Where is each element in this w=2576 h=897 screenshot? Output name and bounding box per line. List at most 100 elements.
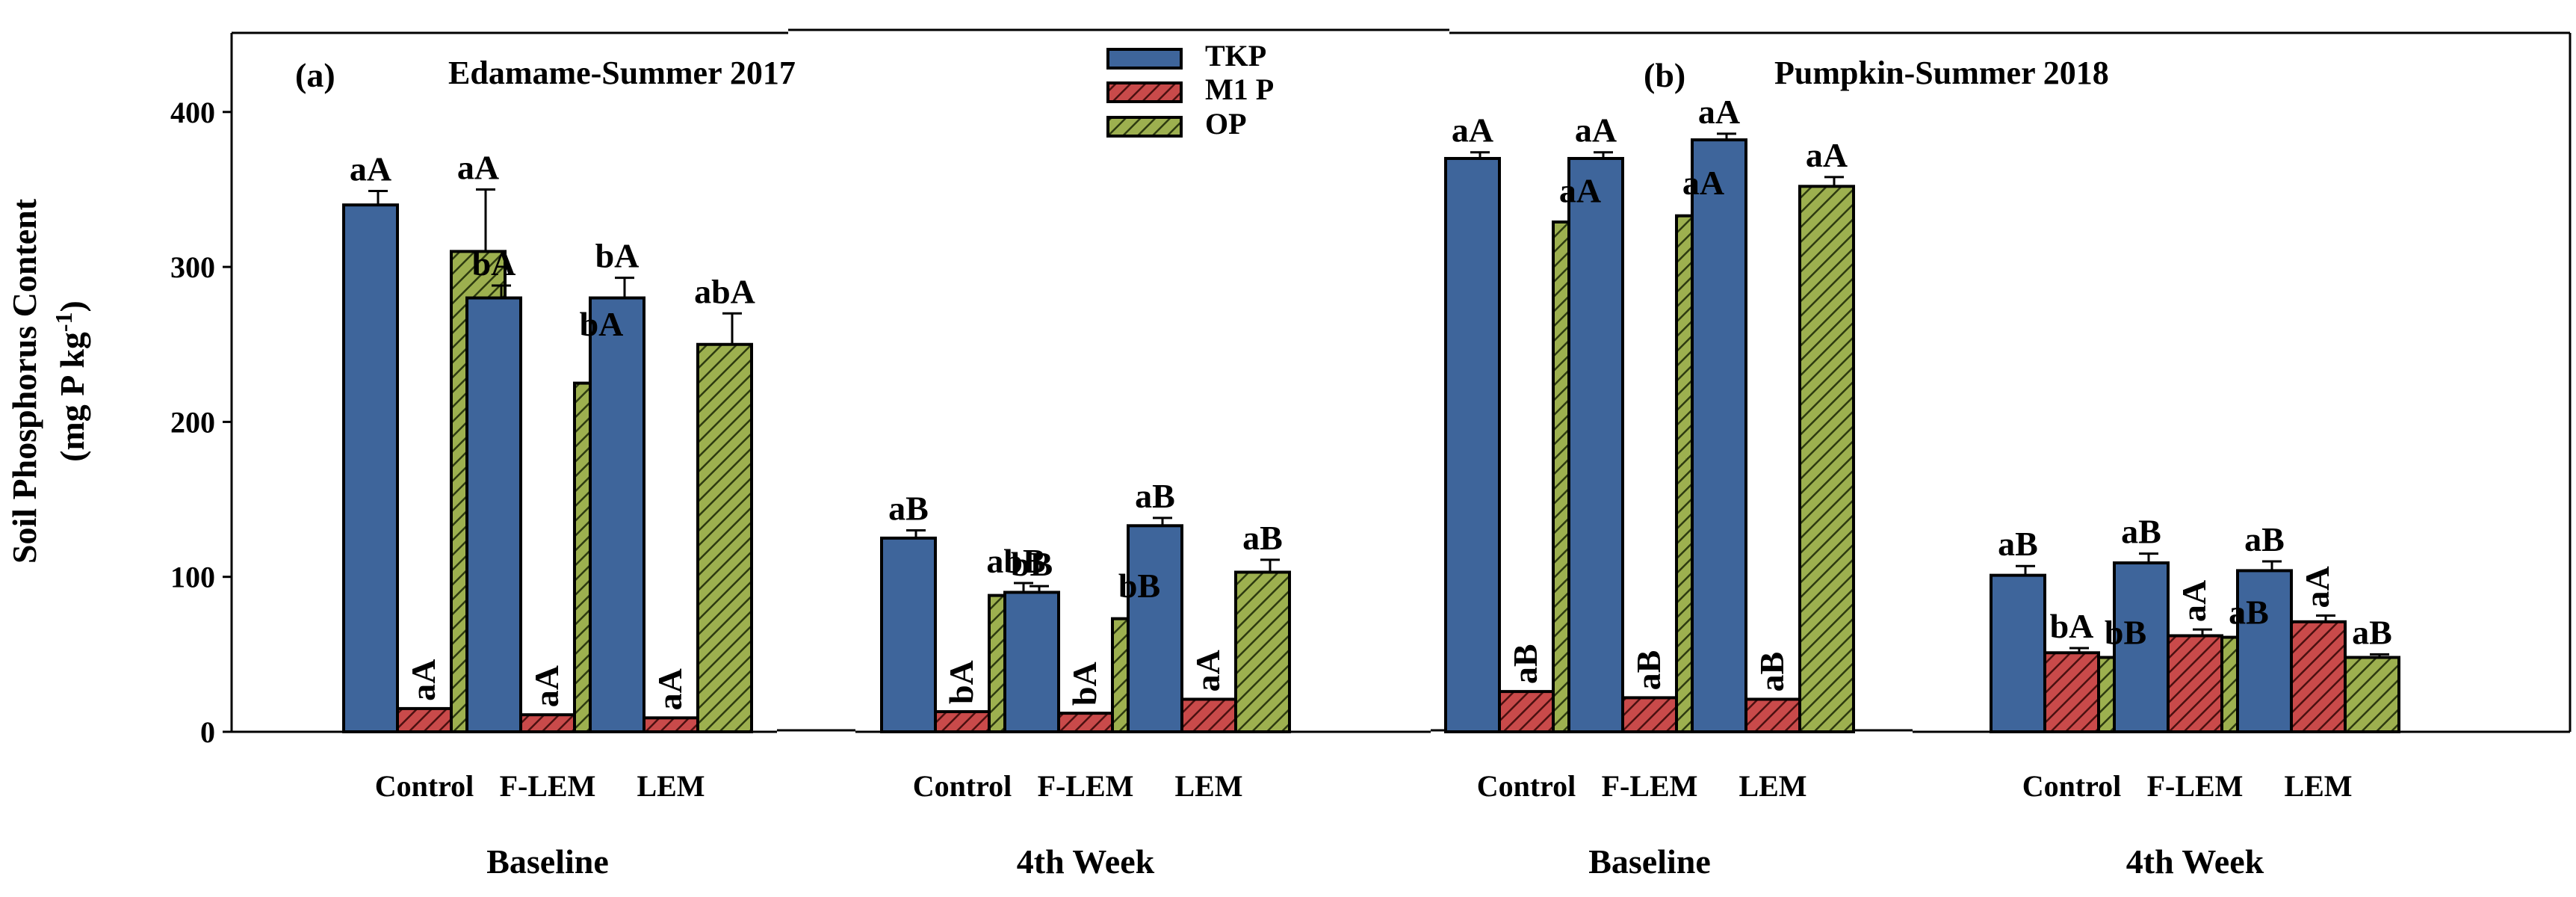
bars-layer: [342, 132, 2400, 734]
significance-label: aA: [1559, 172, 1601, 210]
bar-op: [2344, 656, 2400, 733]
bar-op: [696, 342, 753, 733]
significance-label: aA: [527, 665, 566, 707]
x-category-label: Control: [1477, 769, 1576, 803]
x-group-label: Baseline: [486, 842, 609, 881]
significance-label: bA: [2050, 607, 2094, 645]
legend-swatch: [1106, 81, 1183, 103]
bar-tkp: [1444, 156, 1501, 734]
significance-label: aA: [1189, 650, 1227, 691]
x-category-label: F-LEM: [1602, 769, 1698, 803]
significance-label: aA: [457, 148, 499, 186]
significance-label: abA: [694, 272, 755, 310]
significance-label: bB: [1011, 545, 1053, 583]
bar-m1p: [519, 713, 576, 734]
bar-tkp: [1990, 573, 2046, 734]
panel-title: Pumpkin-Summer 2018: [1774, 55, 2109, 91]
bar-tkp: [1691, 138, 1747, 733]
significance-label: aB: [1753, 652, 1791, 692]
bar-m1p: [1057, 712, 1114, 734]
x-group-label: 4th Week: [1017, 842, 1155, 881]
significance-label: bA: [472, 244, 516, 283]
significance-label: bB: [1118, 567, 1160, 605]
x-category-label: F-LEM: [500, 769, 596, 803]
significance-label: aA: [2298, 566, 2336, 608]
significance-label: aB: [1629, 650, 1668, 691]
bar-tkp: [880, 536, 937, 733]
x-category-label: Control: [913, 769, 1012, 803]
legend-swatch: [1106, 48, 1183, 70]
bar-m1p: [1744, 697, 1801, 733]
bar-op: [1234, 570, 1291, 734]
y-tick-label: 400: [170, 96, 215, 129]
significance-label: aA: [651, 668, 689, 710]
bar-tkp: [1127, 524, 1183, 734]
bar-m1p: [2290, 620, 2347, 734]
significance-label: aA: [1575, 111, 1617, 150]
x-category-label: LEM: [2284, 769, 2352, 803]
bar-tkp: [1567, 156, 1624, 734]
significance-label: bA: [580, 305, 624, 343]
bar-m1p: [1498, 690, 1555, 733]
legend-swatch: [1106, 116, 1183, 138]
bar-m1p: [2043, 651, 2100, 733]
x-category-label: LEM: [1739, 769, 1806, 803]
y-tick-label: 100: [170, 561, 215, 594]
significance-label: aA: [1682, 164, 1724, 202]
significance-label: bB: [2105, 613, 2146, 651]
bar-m1p: [2167, 634, 2223, 733]
y-axis-label-line1: Soil Phosphorus Content: [5, 198, 43, 564]
bar-op: [1798, 185, 1855, 733]
x-category-label: Control: [375, 769, 474, 803]
significance-label: aA: [1806, 136, 1848, 174]
x-category-label: LEM: [637, 769, 705, 803]
ylabel-close: ): [53, 300, 91, 312]
bar-m1p: [396, 706, 453, 734]
panel-tag: (a): [295, 56, 335, 94]
bar-tkp: [1003, 591, 1060, 733]
panel-tag: (b): [1644, 56, 1685, 94]
significance-label: aA: [404, 659, 442, 701]
significance-label: aA: [2175, 580, 2213, 622]
significance-label: aB: [1506, 644, 1544, 684]
bar-m1p: [1180, 697, 1237, 733]
significance-label: abB: [986, 542, 1045, 580]
significance-label: aB: [1998, 525, 2038, 563]
y-axis-label-line2: (mg P kg-1): [50, 300, 91, 462]
significance-label: bA: [1065, 662, 1103, 706]
significance-label: bA: [595, 237, 640, 275]
ylabel-superscript: -1: [50, 312, 77, 332]
bar-tkp: [2236, 569, 2293, 734]
significance-label: aB: [888, 490, 929, 528]
y-tick-label: 300: [170, 250, 215, 284]
significance-label: aB: [2121, 513, 2161, 551]
y-tick-label: 0: [200, 715, 215, 749]
significance-label: aB: [2352, 613, 2392, 651]
legend-label: OP: [1205, 107, 1247, 141]
legend-label: TKP: [1205, 39, 1266, 73]
bar-tkp: [589, 296, 645, 733]
x-category-label: F-LEM: [2147, 769, 2244, 803]
x-category-label: LEM: [1174, 769, 1242, 803]
panel-title: Edamame-Summer 2017: [448, 55, 796, 91]
bar-tkp: [2113, 561, 2170, 734]
x-category-label: Control: [2022, 769, 2122, 803]
significance-label: aB: [1135, 477, 1175, 515]
significance-label: aB: [2229, 593, 2269, 631]
x-category-label: F-LEM: [1038, 769, 1134, 803]
ylabel-unit: (mg P kg: [53, 332, 91, 462]
bar-m1p: [934, 710, 991, 734]
legend-label: M1 P: [1205, 73, 1274, 106]
significance-label: aA: [1452, 111, 1493, 150]
significance-label: aA: [350, 150, 391, 188]
bar-tkp: [465, 296, 522, 733]
bar-m1p: [643, 716, 699, 734]
x-group-label: Baseline: [1588, 842, 1711, 881]
bar-m1p: [1621, 696, 1678, 733]
significance-label: aB: [2244, 520, 2285, 558]
significance-label: aB: [1242, 519, 1283, 557]
